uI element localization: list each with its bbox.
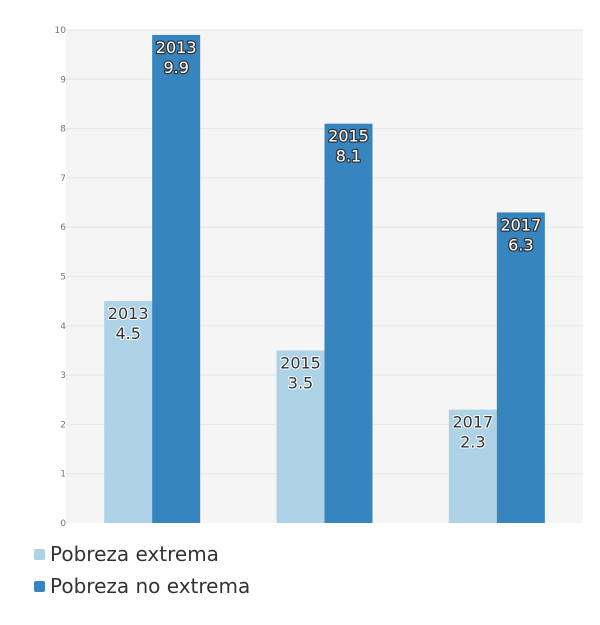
y-tick-label: 1 bbox=[60, 470, 66, 480]
data-label-value: 9.9 bbox=[163, 58, 188, 77]
data-label-category: 2015 bbox=[280, 353, 321, 372]
bar[interactable] bbox=[448, 409, 497, 523]
data-label-value: 3.5 bbox=[288, 373, 313, 392]
data-label-value: 8.1 bbox=[336, 147, 361, 166]
bar[interactable] bbox=[324, 123, 373, 524]
y-tick-label: 9 bbox=[60, 75, 66, 85]
legend-swatch bbox=[34, 580, 45, 592]
y-tick-label: 5 bbox=[60, 273, 66, 283]
y-tick-label: 3 bbox=[60, 371, 66, 381]
legend-label: Pobreza extrema bbox=[50, 542, 219, 566]
data-labels: 20134.520139.920153.520158.120172.320176… bbox=[107, 37, 543, 453]
y-tick-label: 7 bbox=[60, 174, 66, 184]
y-tick-label: 0 bbox=[60, 519, 66, 529]
data-label-category: 2017 bbox=[500, 215, 541, 234]
bars bbox=[104, 34, 545, 524]
y-tick-label: 6 bbox=[60, 223, 66, 233]
legend-swatch bbox=[34, 548, 45, 560]
bar[interactable] bbox=[152, 34, 201, 524]
y-tick-label: 4 bbox=[60, 322, 66, 332]
data-label-value: 6.3 bbox=[508, 235, 533, 254]
data-label-category: 2017 bbox=[452, 413, 493, 432]
data-label-category: 2015 bbox=[328, 127, 369, 146]
data-label-value: 4.5 bbox=[115, 324, 140, 343]
y-axis-ticks: 0 1 2 3 4 5 6 7 8 9 10 bbox=[55, 26, 67, 529]
legend-label: Pobreza no extrema bbox=[50, 574, 251, 598]
bar[interactable] bbox=[276, 350, 325, 523]
data-label-category: 2013 bbox=[108, 304, 149, 323]
legend: Pobreza extrema Pobreza no extrema bbox=[34, 538, 250, 602]
bar[interactable] bbox=[496, 212, 545, 523]
bar[interactable] bbox=[104, 301, 153, 523]
data-label-value: 2.3 bbox=[460, 433, 485, 452]
y-tick-label: 8 bbox=[60, 125, 66, 135]
data-label-category: 2013 bbox=[156, 38, 197, 57]
y-tick-label: 10 bbox=[55, 26, 67, 36]
y-tick-label: 2 bbox=[60, 420, 66, 430]
legend-item-pobreza-no-extrema[interactable]: Pobreza no extrema bbox=[34, 570, 250, 602]
legend-item-pobreza-extrema[interactable]: Pobreza extrema bbox=[34, 538, 250, 570]
